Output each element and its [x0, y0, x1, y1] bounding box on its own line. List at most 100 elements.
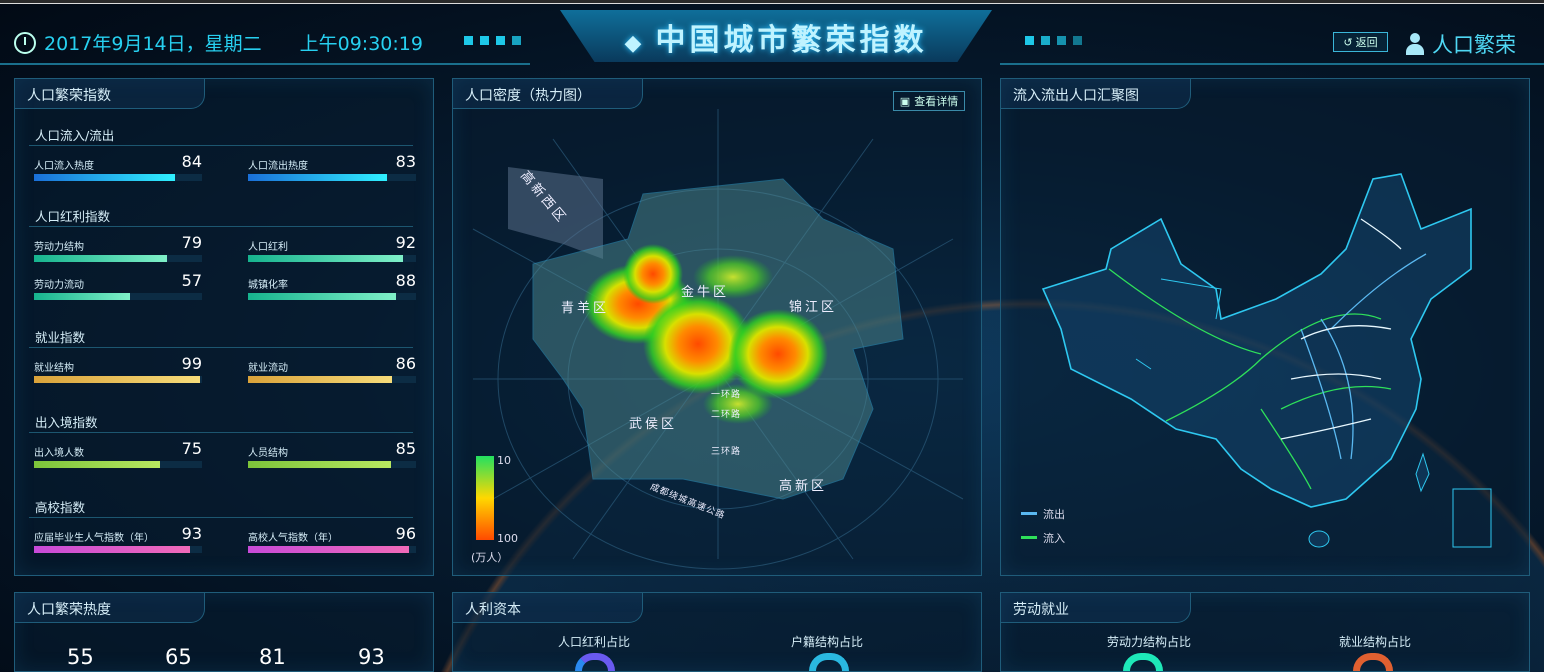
divider — [29, 432, 413, 433]
progress-bar — [34, 255, 202, 262]
divider — [0, 63, 530, 65]
progress-fill — [248, 376, 393, 383]
legend-inflow-swatch — [1021, 536, 1037, 539]
heat-legend-bar — [476, 456, 494, 540]
decor-dots — [464, 36, 521, 45]
donut-chart[interactable] — [1123, 653, 1163, 671]
metric-value: 93 — [181, 524, 202, 543]
province-borders — [1135, 278, 1222, 370]
detail-icon: ▣ — [899, 94, 911, 108]
decor-dots — [1025, 36, 1082, 45]
metric-item: 劳动力结构 79 — [34, 233, 202, 263]
china-flow-map[interactable] — [1001, 79, 1529, 575]
progress-fill — [34, 376, 201, 383]
title-banner — [560, 10, 992, 62]
progress-bar — [248, 293, 416, 300]
panel-title: 流入流出人口汇聚图 — [1001, 79, 1191, 109]
heat-blob — [623, 244, 683, 304]
divider — [29, 145, 413, 146]
metric-item: 出入境人数 75 — [34, 439, 202, 469]
section-title: 人口红利指数 — [35, 209, 111, 224]
progress-bar — [34, 376, 202, 383]
metric-value: 99 — [181, 354, 202, 373]
view-detail-button[interactable]: ▣ 查看详情 — [893, 91, 965, 111]
metric-item: 人口红利 92 — [248, 233, 416, 263]
heat-blob — [728, 309, 828, 399]
progress-bar — [248, 376, 416, 383]
header: 2017年9月14日，星期二 上午09:30:19 ◆ 中国城市繁荣指数 ↺ 返回 … — [0, 5, 1544, 65]
donut-chart[interactable] — [575, 653, 615, 671]
progress-fill — [34, 461, 160, 468]
metric-item: 劳动力流动 57 — [34, 271, 202, 301]
metric-label: 劳动力流动 — [34, 280, 84, 291]
taiwan-outline — [1415, 452, 1430, 493]
metric-item: 人口流出热度 83 — [248, 152, 416, 182]
donut-chart[interactable] — [1353, 653, 1393, 671]
heatmap-panel: 人口密度（热力图） ▣ 查看详情 高新西区 青羊区 金牛区 锦江区 武侯区 高新区… — [452, 78, 982, 576]
divider — [29, 226, 413, 227]
progress-bar — [248, 546, 416, 553]
progress-fill — [34, 293, 130, 300]
metric-label: 应届毕业生人气指数（年） — [34, 533, 154, 544]
chart-title: 户籍结构占比 — [791, 635, 864, 649]
page-title-text: 中国城市繁荣指数 — [655, 23, 928, 58]
metric-value: 88 — [395, 271, 416, 290]
metric-label: 劳动力结构 — [34, 242, 84, 253]
metric-value: 96 — [395, 524, 416, 543]
chart-title: 劳动力结构占比 — [1107, 635, 1192, 649]
heat-value: 65 — [165, 645, 192, 669]
panel-title: 人口繁荣热度 — [15, 593, 205, 623]
section-title: 人口流入/流出 — [35, 128, 115, 143]
metric-item: 就业流动 86 — [248, 354, 416, 384]
user-label: 人口繁荣 — [1432, 33, 1516, 57]
metric-item: 就业结构 99 — [34, 354, 202, 384]
heat-value: 93 — [358, 645, 385, 669]
progress-fill — [248, 546, 410, 553]
hainan-outline — [1308, 530, 1330, 548]
heatmap-map[interactable] — [453, 79, 981, 575]
legend-max: 100 — [497, 532, 518, 545]
metric-label: 就业流动 — [248, 363, 288, 374]
progress-bar — [248, 461, 416, 468]
metric-value: 57 — [181, 271, 202, 290]
metric-value: 79 — [181, 233, 202, 252]
district-label: 金牛区 — [681, 285, 730, 300]
heat-value: 55 — [67, 645, 94, 669]
chart-title: 人口红利占比 — [558, 635, 631, 649]
progress-bar — [34, 461, 202, 468]
back-button[interactable]: ↺ 返回 — [1333, 32, 1388, 52]
back-label: 返回 — [1355, 36, 1378, 49]
donut-chart[interactable] — [809, 653, 849, 671]
section-title: 高校指数 — [35, 500, 86, 515]
progress-bar — [34, 546, 202, 553]
heat-blob — [693, 255, 773, 299]
metric-item: 高校人气指数（年） 96 — [248, 524, 416, 554]
progress-fill — [248, 293, 396, 300]
user-menu[interactable]: 人口繁荣 — [1406, 29, 1516, 59]
metric-label: 城镇化率 — [248, 280, 288, 291]
legend-outflow-swatch — [1021, 512, 1037, 515]
progress-fill — [248, 174, 388, 181]
legend-outflow[interactable]: 流出 — [1043, 508, 1065, 521]
district-gaoxinxi[interactable] — [508, 167, 603, 259]
metric-item: 人员结构 85 — [248, 439, 416, 469]
panel-title: 人口密度（热力图） — [453, 79, 643, 109]
section-title: 就业指数 — [35, 330, 86, 345]
page-title: ◆ 中国城市繁荣指数 — [560, 15, 992, 59]
district-label: 高新区 — [779, 479, 828, 494]
section-title: 出入境指数 — [35, 415, 98, 430]
metric-label: 高校人气指数（年） — [248, 533, 338, 544]
top-border — [0, 0, 1544, 4]
clock-icon — [14, 31, 36, 54]
divider — [29, 517, 413, 518]
south-sea-inset — [1452, 488, 1492, 548]
china-outline — [1041, 173, 1472, 508]
road-label: 一环路 — [711, 390, 742, 400]
metric-value: 84 — [181, 152, 202, 171]
heat-blob — [703, 384, 773, 424]
progress-bar — [248, 174, 416, 181]
user-icon — [1406, 33, 1424, 55]
legend-inflow[interactable]: 流入 — [1043, 532, 1065, 545]
metric-item: 应届毕业生人气指数（年） 93 — [34, 524, 202, 554]
metric-label: 人口流入热度 — [34, 161, 94, 172]
